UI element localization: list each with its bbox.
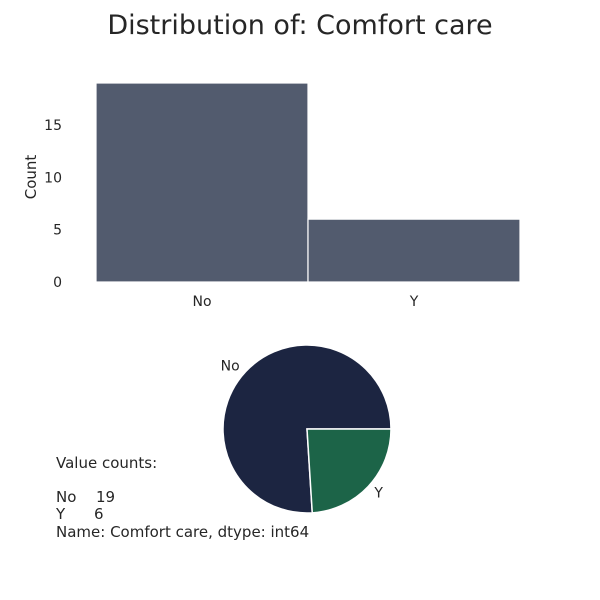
pie-slice-y [306,428,392,514]
x-tick-label: No [192,294,211,310]
value-counts-value: 19 [96,488,116,506]
y-tick-label: 10 [44,170,62,186]
bar-y [307,218,521,283]
pie-label: No [221,359,240,375]
y-tick-label: 15 [44,118,62,134]
bar-no [95,82,309,283]
value-counts-row-no: No 19 [56,489,115,506]
pie-slice-no [222,344,392,514]
value-counts-header: Value counts: [56,454,158,472]
pie-chart: No Y [221,344,392,514]
value-counts-value: 6 [94,505,104,523]
pie-label: Y [373,485,383,501]
value-counts-footer: Name: Comfort care, dtype: int64 [56,523,310,541]
value-counts-label: No [56,488,77,506]
x-tick-label: Y [409,294,419,310]
bar-chart: 0 5 10 15 No Y [44,82,521,310]
chart-title: Distribution of: Comfort care [107,10,492,41]
y-axis-label: Count [22,155,40,200]
value-counts-label: Y [56,505,66,523]
y-tick-label: 5 [53,223,62,239]
y-tick-label: 0 [53,275,62,291]
